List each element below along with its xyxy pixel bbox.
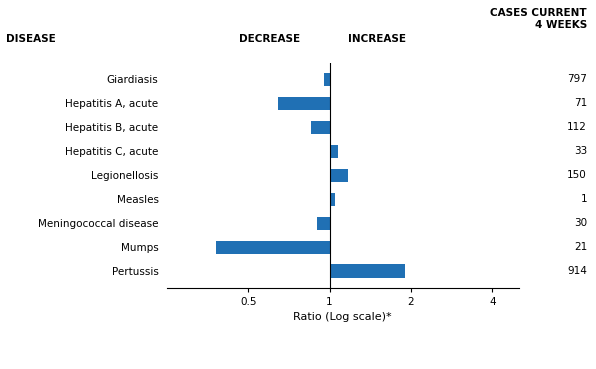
Bar	[330, 265, 405, 277]
Text: 33: 33	[574, 146, 587, 156]
X-axis label: Ratio (Log scale)*: Ratio (Log scale)*	[293, 313, 392, 323]
Bar	[216, 241, 330, 254]
Text: CASES CURRENT
4 WEEKS: CASES CURRENT 4 WEEKS	[491, 8, 587, 30]
Text: INCREASE: INCREASE	[348, 34, 406, 44]
Text: 112: 112	[567, 123, 587, 132]
Bar	[330, 145, 337, 158]
Text: 150: 150	[567, 170, 587, 180]
Bar	[330, 193, 336, 206]
Text: 21: 21	[574, 242, 587, 252]
Bar	[278, 97, 330, 110]
Text: 1: 1	[581, 194, 587, 204]
Bar	[324, 73, 330, 86]
Text: DISEASE: DISEASE	[6, 34, 55, 44]
Text: DECREASE: DECREASE	[239, 34, 300, 44]
Text: 797: 797	[567, 75, 587, 85]
Text: 914: 914	[567, 266, 587, 276]
Bar	[316, 217, 330, 230]
Text: 71: 71	[574, 99, 587, 108]
Bar	[330, 169, 348, 182]
Text: 30: 30	[574, 218, 587, 228]
Bar	[311, 121, 330, 134]
